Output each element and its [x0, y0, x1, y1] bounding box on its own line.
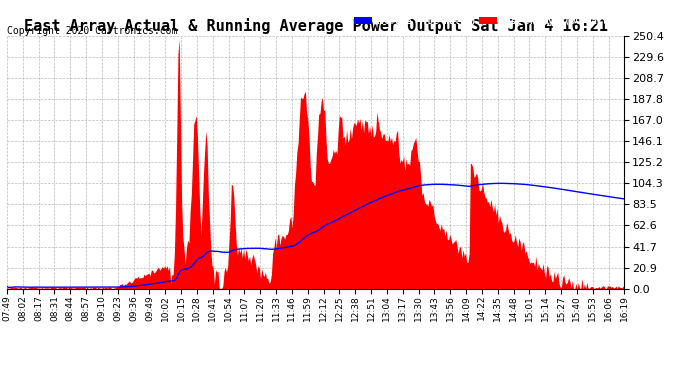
Legend: Average  (DC Watts), East Array  (DC Watts): Average (DC Watts), East Array (DC Watts… — [352, 15, 620, 27]
Text: Copyright 2020 Cartronics.com: Copyright 2020 Cartronics.com — [7, 26, 177, 36]
Title: East Array Actual & Running Average Power Output Sat Jan 4 16:21: East Array Actual & Running Average Powe… — [23, 18, 608, 34]
